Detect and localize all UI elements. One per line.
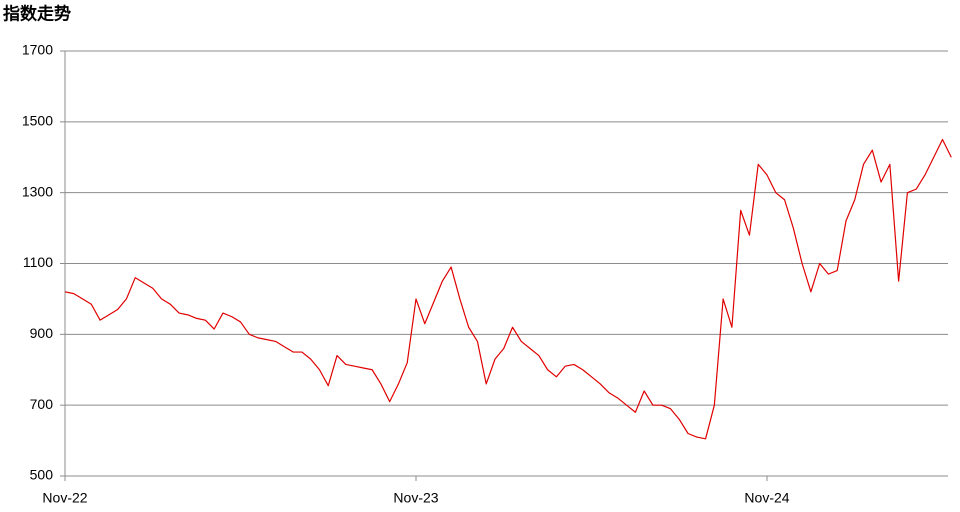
x-tick-label: Nov-23 [393,490,438,506]
y-tick-label: 500 [30,467,54,483]
y-tick-label: 1300 [22,183,53,199]
y-tick-label: 1100 [23,254,53,270]
x-tick-label: Nov-22 [42,490,87,506]
y-tick-label: 1500 [22,113,53,129]
y-tick-label: 900 [30,325,54,341]
data-line [64,138,952,440]
y-tick-label: 700 [30,396,54,412]
y-tick-label: 1700 [22,42,53,58]
chart-title: 指数走势 [3,3,71,23]
x-tick-label: Nov-24 [744,490,789,506]
